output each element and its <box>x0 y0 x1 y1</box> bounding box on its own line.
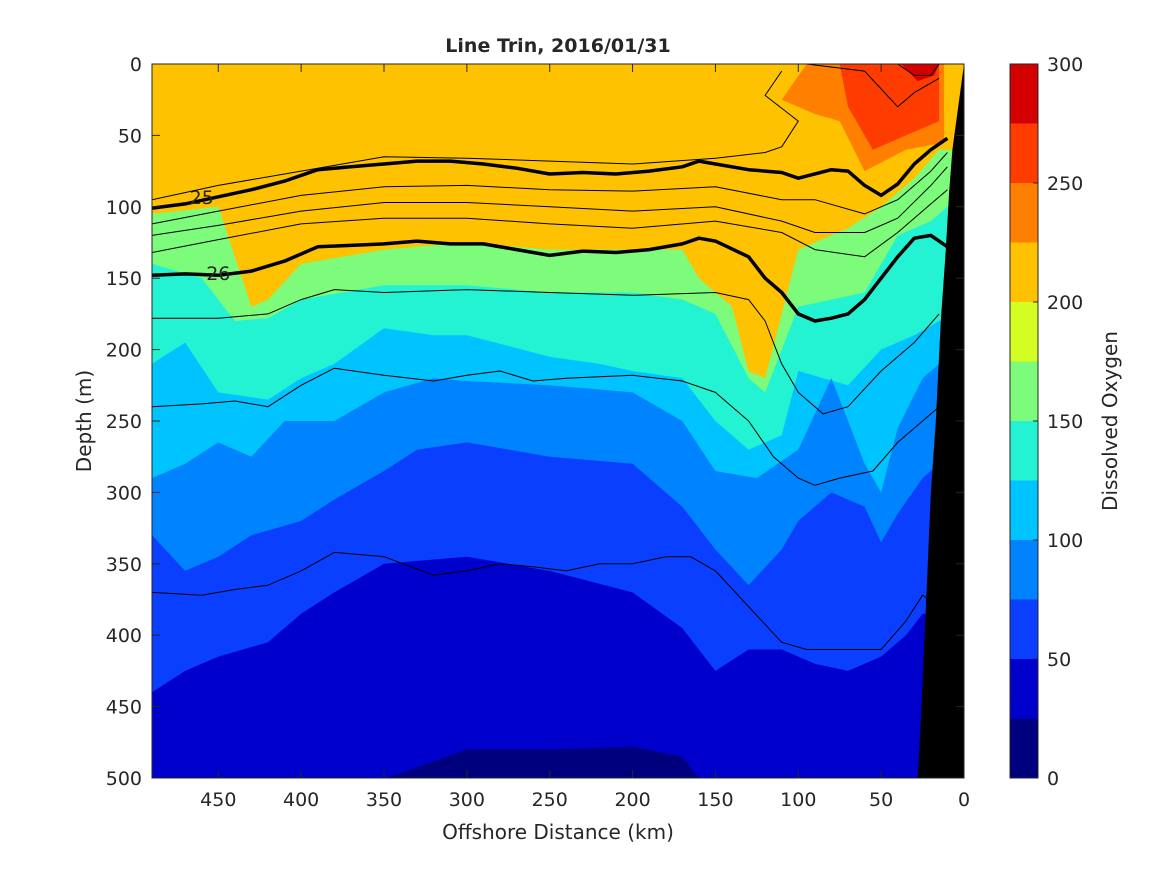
y-axis: 0 50 100 150 200 250 300 350 400 450 500 <box>106 54 964 790</box>
colorbar-tick-label: 200 <box>1047 292 1083 314</box>
y-tick-label: 500 <box>106 768 142 790</box>
x-tick-label: 100 <box>780 789 816 811</box>
y-tick-label: 150 <box>106 268 142 290</box>
density-contour-thin-8 <box>897 64 940 76</box>
y-tick-label: 200 <box>106 340 142 362</box>
oxygen-patch-250 <box>839 64 940 150</box>
contour-label-26: 26 <box>206 263 230 285</box>
colorbar-segment <box>1010 718 1038 778</box>
y-tick-label: 0 <box>130 54 142 76</box>
y-tick-label: 350 <box>106 554 142 576</box>
colorbar-segment <box>1010 659 1038 719</box>
bathymetry <box>917 64 964 778</box>
x-tick-label: 50 <box>869 789 893 811</box>
density-contour-26 <box>152 233 949 323</box>
x-tick-label: 350 <box>366 789 402 811</box>
x-tick-label: 450 <box>200 789 236 811</box>
colorbar-tick-label: 100 <box>1047 530 1083 552</box>
colorbar-segment <box>1010 480 1038 540</box>
colorbar-segment <box>1010 302 1038 362</box>
colorbar-tick-label: 0 <box>1047 768 1059 790</box>
x-axis-label: Offshore Distance (km) <box>442 820 674 844</box>
y-tick-label: 250 <box>106 411 142 433</box>
density-contours: 25 26 <box>152 64 949 650</box>
colorbar-tick-label: 150 <box>1047 411 1083 433</box>
colorbar-segment <box>1010 540 1038 600</box>
x-tick-label: 0 <box>958 789 970 811</box>
y-tick-label: 400 <box>106 625 142 647</box>
x-tick-label: 400 <box>283 789 319 811</box>
oxygen-patch-275 <box>901 64 940 82</box>
plot-area: 25 26 <box>152 64 964 778</box>
chart-title: Line Trin, 2016/01/31 <box>445 35 670 57</box>
x-tick-label: 250 <box>532 789 568 811</box>
colorbar-segment <box>1010 361 1038 421</box>
density-contour-thin-7 <box>152 551 940 650</box>
contour-label-25: 25 <box>190 187 214 209</box>
colorbar-segment <box>1010 242 1038 302</box>
colorbar-segment <box>1010 123 1038 183</box>
colorbar-tick-label: 50 <box>1047 649 1071 671</box>
colorbar-segment <box>1010 64 1038 124</box>
y-tick-label: 300 <box>106 482 142 504</box>
density-contour-25 <box>152 136 949 210</box>
density-contour-thin-9 <box>806 64 940 108</box>
colorbar: 0 50 100 150 200 250 300 <box>1009 54 1083 790</box>
colorbar-segment <box>1010 183 1038 243</box>
y-tick-label: 450 <box>106 697 142 719</box>
y-axis-label: Depth (m) <box>72 370 96 472</box>
density-contour-thin-3 <box>152 166 948 236</box>
density-contour-thin-5 <box>152 289 940 415</box>
colorbar-segment <box>1010 599 1038 659</box>
high-oxygen-patches <box>781 64 945 172</box>
x-tick-label: 150 <box>697 789 733 811</box>
y-tick-label: 50 <box>118 125 142 147</box>
x-tick-label: 300 <box>449 789 485 811</box>
density-contour-thin-2 <box>152 152 948 225</box>
oxygen-bands <box>152 149 964 778</box>
oxygen-band-50 <box>152 556 964 778</box>
x-tick-label: 200 <box>614 789 650 811</box>
colorbar-label: Dissolved Oxygen <box>1098 331 1122 511</box>
oxygen-band-25 <box>334 746 699 778</box>
colorbar-tick-label: 300 <box>1047 54 1083 76</box>
density-contour-thin-4 <box>152 189 948 258</box>
density-contour-thin-1 <box>152 70 799 201</box>
density-contour-thin-6 <box>152 367 940 486</box>
colorbar-tick-label: 250 <box>1047 173 1083 195</box>
y-tick-label: 100 <box>106 197 142 219</box>
x-axis: 450 400 350 300 250 200 150 100 50 0 <box>200 64 970 811</box>
colorbar-segment <box>1010 421 1038 481</box>
